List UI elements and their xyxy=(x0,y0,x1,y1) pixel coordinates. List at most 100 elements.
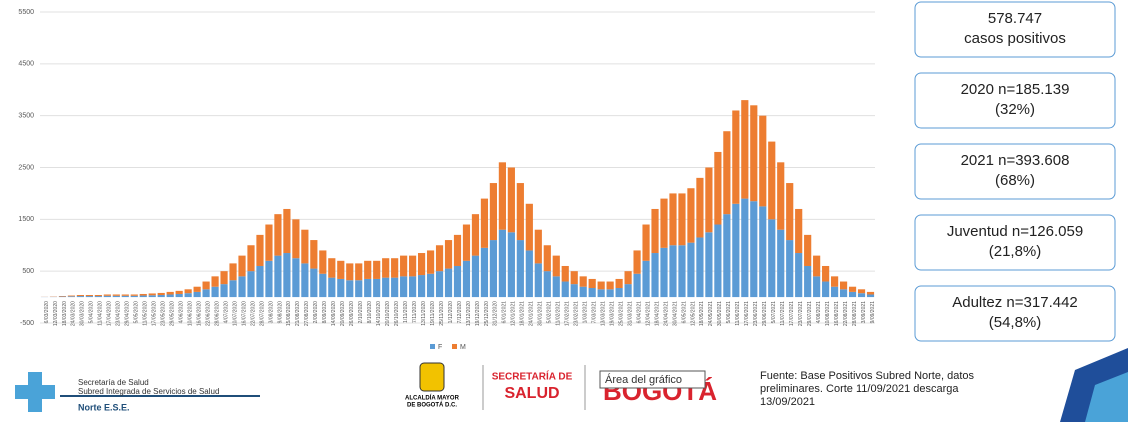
logo-text: Secretaría de Salud xyxy=(78,378,149,387)
bar-segment xyxy=(453,234,462,266)
x-tick-label: 5/04/2020 xyxy=(89,301,95,323)
x-tick-label: 19/11/2020 xyxy=(430,301,436,326)
x-tick-label: 11/07/2021 xyxy=(780,301,786,326)
bar-segment xyxy=(211,276,219,287)
bar-segment xyxy=(642,224,650,261)
bar-segment xyxy=(705,167,713,233)
bar-segment xyxy=(848,286,857,292)
x-tick-label: 24/03/2020 xyxy=(71,301,77,326)
logo-line xyxy=(60,395,260,397)
bar-segment xyxy=(364,260,372,279)
bar-segment xyxy=(866,291,875,295)
bar-segment xyxy=(256,265,264,298)
bar-segment xyxy=(660,198,668,248)
bar-segment xyxy=(103,294,111,296)
bar-segment xyxy=(130,294,138,296)
bar-segment xyxy=(58,296,67,297)
bar-segment xyxy=(732,203,740,298)
x-tick-label: 26/09/2020 xyxy=(349,301,355,326)
x-tick-label: 21/08/2020 xyxy=(295,301,301,326)
bar-segment xyxy=(687,188,695,243)
bar-segment xyxy=(67,295,76,297)
y-tick-label: 500 xyxy=(22,268,34,275)
tooltip-text: Área del gráfico xyxy=(605,373,682,386)
x-tick-label: 30/04/2021 xyxy=(672,301,678,326)
x-tick-label: 10/07/2020 xyxy=(232,301,238,326)
y-tick-label: -500 xyxy=(20,320,34,327)
bar-segment xyxy=(346,280,354,298)
bar-segment xyxy=(238,276,246,298)
x-tick-label: 1/11/2020 xyxy=(403,301,409,323)
x-tick-label: 4/07/2020 xyxy=(223,301,229,323)
stat-box xyxy=(914,214,1116,271)
tooltip xyxy=(599,370,706,389)
bar-segment xyxy=(76,295,84,297)
x-tick-label: 4/08/2021 xyxy=(816,301,822,323)
x-tick-label: 9/08/2020 xyxy=(277,301,283,323)
x-tick-label: 13/11/2020 xyxy=(421,301,427,326)
bar-segment xyxy=(417,275,426,298)
x-tick-label: 16/07/2020 xyxy=(241,301,247,326)
legend-swatch xyxy=(452,344,457,349)
bar-segment xyxy=(435,271,444,298)
x-tick-label: 13/03/2021 xyxy=(600,301,606,326)
bar-segment xyxy=(813,255,821,277)
x-tick-label: 24/04/2021 xyxy=(663,301,669,326)
bar-segment xyxy=(471,255,480,298)
logo-text: ALCALDÍA MAYOR xyxy=(405,394,460,402)
bar-segment xyxy=(462,224,471,261)
x-tick-label: 5/05/2020 xyxy=(134,301,140,323)
x-tick-label: 1/03/2021 xyxy=(583,301,589,323)
bar-segment xyxy=(750,201,758,298)
bar-segment xyxy=(139,295,147,298)
bar-segment xyxy=(319,273,327,298)
x-tick-label: 17/05/2020 xyxy=(152,301,158,326)
bar-segment xyxy=(480,198,489,248)
x-tick-label: 11/02/2021 xyxy=(556,301,562,326)
bar-segment xyxy=(696,177,704,238)
stat-text: 2020 n=185.139 xyxy=(961,81,1070,98)
bar-segment xyxy=(633,250,641,274)
bar-segment xyxy=(804,265,812,298)
bar-segment xyxy=(426,250,435,274)
stat-text: casos positivos xyxy=(964,30,1066,47)
x-tick-label: 14/10/2020 xyxy=(376,301,382,326)
legend-swatch xyxy=(430,344,435,349)
y-tick-label: 2500 xyxy=(18,164,34,171)
bar-segment xyxy=(857,293,866,298)
bar-segment xyxy=(76,296,84,298)
x-tick-label: 22/06/2020 xyxy=(205,301,211,326)
bar-segment xyxy=(570,271,578,285)
bar-segment xyxy=(301,229,309,264)
stat-text: (32%) xyxy=(995,101,1035,118)
bar-segment xyxy=(839,289,848,298)
x-tick-label: 19/12/2020 xyxy=(475,301,481,326)
x-tick-label: 23/02/2021 xyxy=(574,301,580,326)
bar-segment xyxy=(426,273,435,298)
bar-segment xyxy=(139,293,147,296)
stat-text: 578.747 xyxy=(988,10,1042,27)
bar-segment xyxy=(570,284,578,298)
x-tick-label: 8/09/2020 xyxy=(322,301,328,323)
bar-segment xyxy=(265,260,273,298)
x-tick-label: 13/12/2020 xyxy=(466,301,472,326)
bar-segment xyxy=(651,253,659,298)
bar-segment xyxy=(166,291,174,295)
bar-segment xyxy=(750,105,758,202)
bar-segment xyxy=(705,232,713,298)
bar-segment xyxy=(534,263,542,298)
bar-segment xyxy=(525,203,533,251)
x-tick-label: 18/01/2021 xyxy=(520,301,526,326)
bar-segment xyxy=(669,193,677,246)
bar-segment xyxy=(552,276,560,298)
bar-segment xyxy=(310,240,318,269)
bar-segment xyxy=(786,240,794,298)
bar-segment xyxy=(848,291,857,298)
bar-segment xyxy=(328,258,336,278)
bar-segment xyxy=(669,245,677,298)
bar-segment xyxy=(382,258,390,278)
x-tick-label: 17/04/2020 xyxy=(107,301,113,326)
bar-segment xyxy=(444,268,453,298)
bar-segment xyxy=(292,219,300,259)
x-tick-label: 31/03/2021 xyxy=(627,301,633,326)
